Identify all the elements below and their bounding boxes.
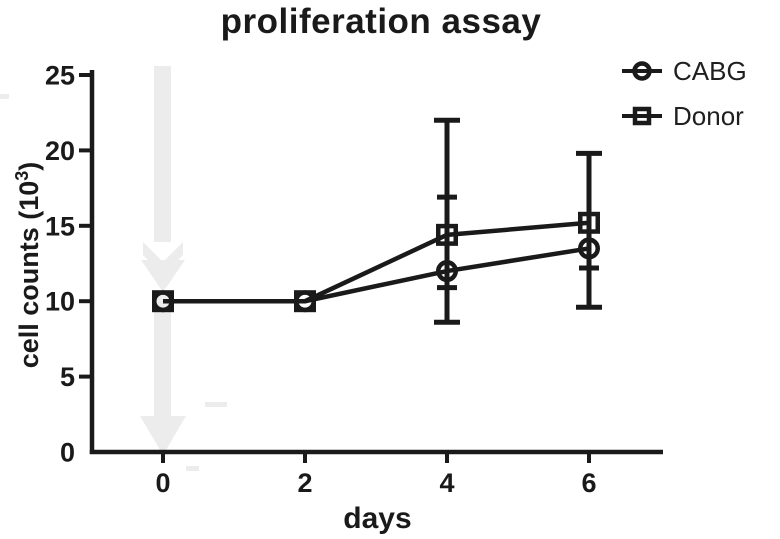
square-marker-icon — [622, 106, 662, 126]
circle-marker-icon — [622, 61, 662, 81]
x-tick-label: 0 — [155, 468, 170, 498]
series-line-donor — [163, 220, 590, 304]
marker-cabg-day6 — [578, 237, 600, 260]
y-tick-label: 15 — [45, 211, 75, 241]
x-tick-label: 2 — [297, 468, 312, 498]
legend-item-cabg: CABG — [620, 57, 747, 85]
watermark-smudge — [0, 94, 9, 99]
y-axis-label-superscript: 3 — [12, 170, 32, 181]
legend: CABG Donor — [620, 57, 747, 147]
watermark-arrowhead — [141, 260, 185, 292]
x-tick-label: 6 — [581, 468, 596, 498]
y-tick-label: 10 — [45, 287, 75, 317]
y-tick-label: 25 — [45, 61, 75, 91]
y-axis-label-close: ) — [14, 161, 44, 171]
marker-cabg-day2 — [294, 290, 316, 313]
marker-cabg-day0 — [152, 290, 174, 313]
marker-donor-day6 — [578, 211, 600, 234]
watermark-smudge — [205, 402, 227, 407]
watermark-smudge — [186, 466, 199, 471]
legend-label-donor: Donor — [673, 101, 744, 131]
marker-donor-day4 — [436, 223, 458, 246]
marker-cabg-day4 — [436, 260, 458, 283]
x-tick-label: 4 — [439, 468, 454, 498]
x-axis-label: days — [343, 502, 412, 535]
series-line-cabg — [163, 246, 590, 304]
y-tick-label: 20 — [45, 136, 75, 166]
legend-item-donor: Donor — [620, 102, 747, 130]
watermark-arrow-shaft-lower — [154, 292, 171, 418]
y-axis-label-text: cell counts (10 — [14, 180, 44, 369]
y-tick-label: 5 — [60, 362, 75, 392]
y-tick-label: 0 — [60, 438, 75, 468]
watermark-arrowhead-bottom — [140, 416, 186, 455]
watermark-arrow-shaft — [154, 66, 171, 242]
chart-title: proliferation assay — [220, 2, 542, 41]
y-axis-label: cell counts (103) — [12, 115, 48, 415]
legend-label-cabg: CABG — [673, 56, 747, 86]
